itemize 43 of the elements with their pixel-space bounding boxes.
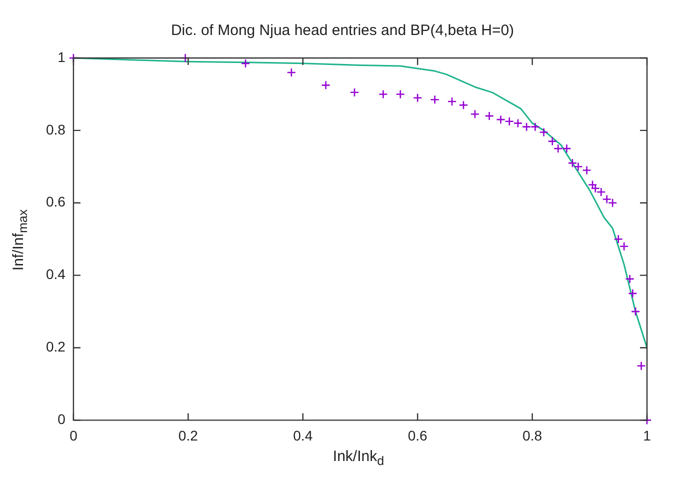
point <box>636 361 646 371</box>
point <box>588 180 598 190</box>
point <box>378 90 388 99</box>
x-tick-label: 0 <box>70 427 78 444</box>
x-tick-label: 0.6 <box>408 427 428 444</box>
y-tick-label: 0.6 <box>46 194 66 210</box>
y-tick-label: 0.8 <box>46 121 66 138</box>
point <box>628 288 638 298</box>
y-tick-label: 0.4 <box>46 266 66 282</box>
point <box>539 128 548 137</box>
point <box>630 306 640 316</box>
point <box>396 90 406 99</box>
point <box>562 144 572 154</box>
point <box>412 93 422 102</box>
x-tick-label: 1 <box>643 427 652 444</box>
point <box>496 114 506 124</box>
x-tick-label: 0.8 <box>522 427 542 444</box>
point <box>522 122 532 132</box>
point <box>430 95 440 104</box>
point <box>470 109 480 119</box>
point <box>513 118 523 128</box>
point <box>530 122 540 132</box>
x-tick-label: 0.2 <box>178 427 198 444</box>
point <box>548 136 558 146</box>
x-tick-label: 0.4 <box>293 427 313 444</box>
x-axis-title: Ink/Ink$_{d}$ <box>332 448 386 468</box>
point <box>582 166 592 175</box>
point <box>447 96 457 106</box>
point <box>625 274 634 284</box>
point <box>321 80 330 90</box>
point <box>553 144 563 154</box>
y-tick-label: 0.2 <box>46 338 66 355</box>
point <box>504 116 514 126</box>
point <box>614 234 623 244</box>
y-tick-label: 1 <box>58 48 66 65</box>
point <box>240 58 250 68</box>
y-tick-label: 0 <box>58 411 66 428</box>
chart-title: Dic. of Mong Njua head entries and BP(4,beta H=0) <box>170 22 514 40</box>
point <box>619 242 629 251</box>
point <box>350 88 360 98</box>
point <box>286 68 296 78</box>
point <box>484 111 494 121</box>
point <box>458 100 468 110</box>
